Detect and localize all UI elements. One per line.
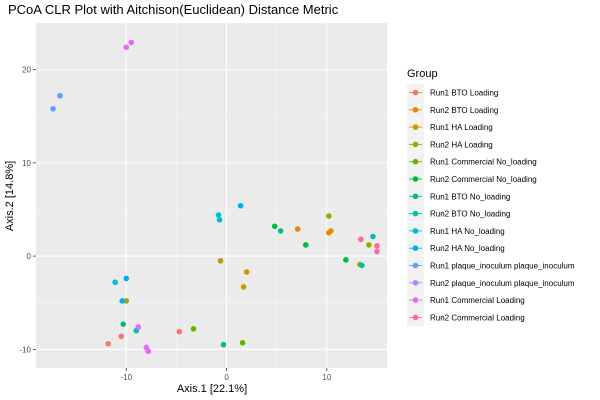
data-point <box>359 262 365 269</box>
y-tick-label: 0 <box>27 252 32 261</box>
legend-label: Run2 Commercial No_loading <box>430 175 537 184</box>
data-point <box>217 257 224 264</box>
data-point <box>123 44 130 51</box>
legend-label: Run2 HA No_loading <box>430 244 505 253</box>
y-tick-label: -10 <box>19 345 31 354</box>
legend-label: Run2 BTO No_loading <box>430 210 510 219</box>
legend: Group Run1 BTO Loading Run2 BTO Loading Ru… <box>407 68 575 326</box>
legend-key-point <box>412 124 419 130</box>
legend-label: Run1 Commercial No_loading <box>430 158 537 167</box>
data-point <box>118 333 125 340</box>
data-point <box>374 243 380 249</box>
chart-title: PCoA CLR Plot with Aitchison(Euclidean) … <box>8 2 339 17</box>
legend-key-point <box>412 158 419 165</box>
data-point <box>243 269 250 275</box>
data-point <box>237 202 244 209</box>
legend-label: Run1 HA Loading <box>430 123 493 132</box>
data-point <box>128 39 135 46</box>
data-point <box>358 236 364 243</box>
grid-major <box>36 23 387 368</box>
data-point <box>50 105 56 112</box>
legend-label: Run1 Commercial Loading <box>430 296 525 305</box>
data-point <box>271 223 278 230</box>
legend-label: Run1 BTO No_loading <box>430 192 510 201</box>
legend-label: Run1 HA No_loading <box>430 227 505 236</box>
x-tick-label: -10 <box>120 373 132 382</box>
y-axis-ticks: -10 0 10 20 <box>19 66 36 354</box>
data-point <box>239 340 246 346</box>
data-point <box>135 324 142 330</box>
legend-key-point <box>412 262 419 269</box>
legend-label: Run1 plaque_inoculum plaque_inoculum <box>430 262 575 271</box>
data-point <box>112 279 119 286</box>
data-point <box>326 213 332 219</box>
data-point <box>123 275 130 282</box>
data-point <box>302 242 309 248</box>
plot-panel <box>36 23 387 368</box>
y-axis-title: Axis.2 [14.8%] <box>4 161 16 231</box>
data-point <box>374 248 380 255</box>
data-point <box>119 298 126 304</box>
x-axis-ticks: -10 0 10 <box>120 368 332 382</box>
legend-label: Run2 HA Loading <box>430 140 493 149</box>
y-tick-label: 10 <box>22 159 31 168</box>
legend-label: Run1 BTO Loading <box>430 89 498 98</box>
legend-key-point <box>412 193 419 200</box>
legend-key-point <box>412 245 419 251</box>
data-point <box>277 228 284 234</box>
legend-key-point <box>412 297 419 303</box>
legend-key-point <box>412 314 419 321</box>
legend-key-point <box>412 89 419 96</box>
legend-key-point <box>412 176 419 182</box>
data-points <box>50 39 380 355</box>
legend-key-point <box>412 210 419 217</box>
data-point <box>370 233 376 240</box>
data-point <box>294 226 301 232</box>
legend-label: Run2 BTO Loading <box>430 106 498 115</box>
legend-key-point <box>412 107 419 113</box>
data-point <box>220 341 227 348</box>
grid-minor <box>36 23 387 368</box>
x-tick-label: 10 <box>322 373 331 382</box>
data-point <box>366 242 372 248</box>
data-point <box>123 298 130 304</box>
data-point <box>120 321 127 327</box>
y-tick-label: 20 <box>22 66 31 75</box>
legend-key-point <box>412 228 419 234</box>
legend-label: Run2 plaque_inoculum plaque_inoculum <box>430 279 575 288</box>
legend-label: Run2 Commercial Loading <box>430 313 525 322</box>
legend-key-point <box>412 141 419 148</box>
x-tick-label: 0 <box>224 373 229 382</box>
data-point <box>176 328 183 335</box>
data-point <box>145 348 152 355</box>
data-point <box>343 257 349 263</box>
data-point <box>190 326 197 332</box>
data-point <box>328 228 334 234</box>
data-point <box>240 284 247 290</box>
legend-key-point <box>412 280 419 286</box>
data-point <box>105 340 112 347</box>
x-axis-title: Axis.1 [22.1%] <box>177 383 247 395</box>
legend-title: Group <box>407 68 438 80</box>
data-point <box>215 212 222 218</box>
data-point <box>216 216 223 223</box>
data-point <box>57 92 63 99</box>
